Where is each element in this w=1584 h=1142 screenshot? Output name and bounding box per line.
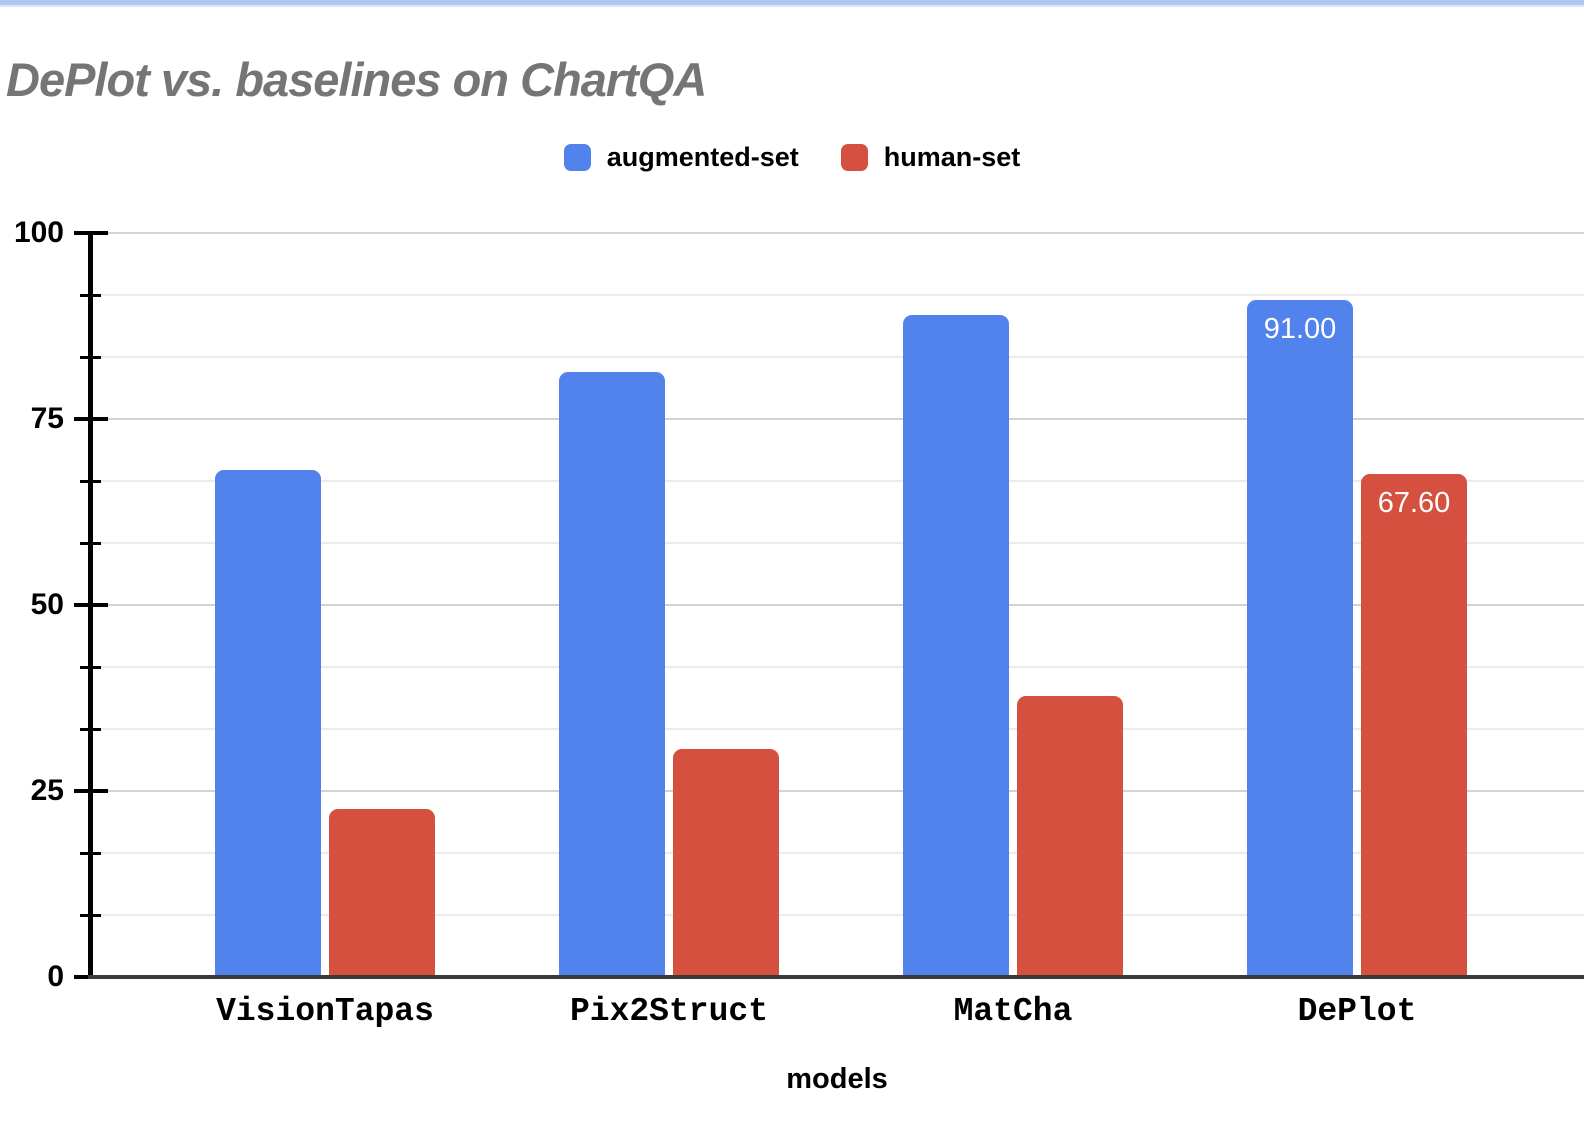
y-axis-tick-label: 0 — [47, 960, 64, 993]
bar-value-label: 91.00 — [1263, 313, 1337, 345]
bar-human-set-visiontapas — [329, 809, 435, 977]
y-axis-tick-label: 100 — [13, 216, 64, 249]
gridline-major — [92, 418, 1584, 420]
chart-title: DePlot vs. baselines on ChartQA — [6, 53, 707, 106]
legend-label: augmented-set — [606, 141, 799, 172]
window-top-border — [0, 0, 1584, 7]
x-axis-baseline — [88, 975, 1584, 979]
y-axis-tick-label: 25 — [30, 774, 64, 807]
bar-augmented-set-deplot: 91.00 — [1247, 300, 1353, 977]
y-axis-tick-label: 50 — [30, 588, 64, 621]
bar-augmented-set-pix2struct — [559, 372, 665, 977]
legend-swatch-icon — [840, 143, 868, 171]
gridline-minor — [92, 356, 1584, 358]
legend-label: human-set — [883, 141, 1021, 172]
gridline-major — [92, 790, 1584, 792]
gridline-major — [92, 232, 1584, 234]
x-category-label-pix2struct: Pix2Struct — [569, 993, 769, 1030]
gridline-minor — [92, 914, 1584, 916]
bar-human-set-pix2struct — [673, 749, 779, 977]
bar-human-set-matcha — [1017, 696, 1123, 977]
legend-swatch-icon — [563, 143, 591, 171]
legend-item-augmented-set: augmented-set — [563, 141, 799, 173]
bar-augmented-set-matcha — [903, 315, 1009, 977]
y-axis-line — [88, 233, 93, 977]
bar-human-set-deplot: 67.60 — [1361, 474, 1467, 977]
gridline-minor — [92, 294, 1584, 296]
gridline-minor — [92, 666, 1584, 668]
y-axis-tick-label: 75 — [30, 402, 64, 435]
bar-augmented-set-visiontapas — [215, 470, 321, 977]
x-category-label-deplot: DePlot — [1297, 993, 1417, 1030]
bar-value-label: 67.60 — [1377, 487, 1451, 519]
x-category-label-visiontapas: VisionTapas — [216, 993, 434, 1030]
x-category-label-matcha: MatCha — [953, 993, 1073, 1030]
legend-item-human-set: human-set — [840, 141, 1021, 173]
gridline-minor — [92, 728, 1584, 730]
gridline-minor — [92, 480, 1584, 482]
gridline-major — [92, 604, 1584, 606]
gridline-minor — [92, 542, 1584, 544]
x-axis-title: models — [786, 1063, 888, 1095]
chart-legend: augmented-set human-set — [0, 140, 1584, 174]
gridline-minor — [92, 852, 1584, 854]
